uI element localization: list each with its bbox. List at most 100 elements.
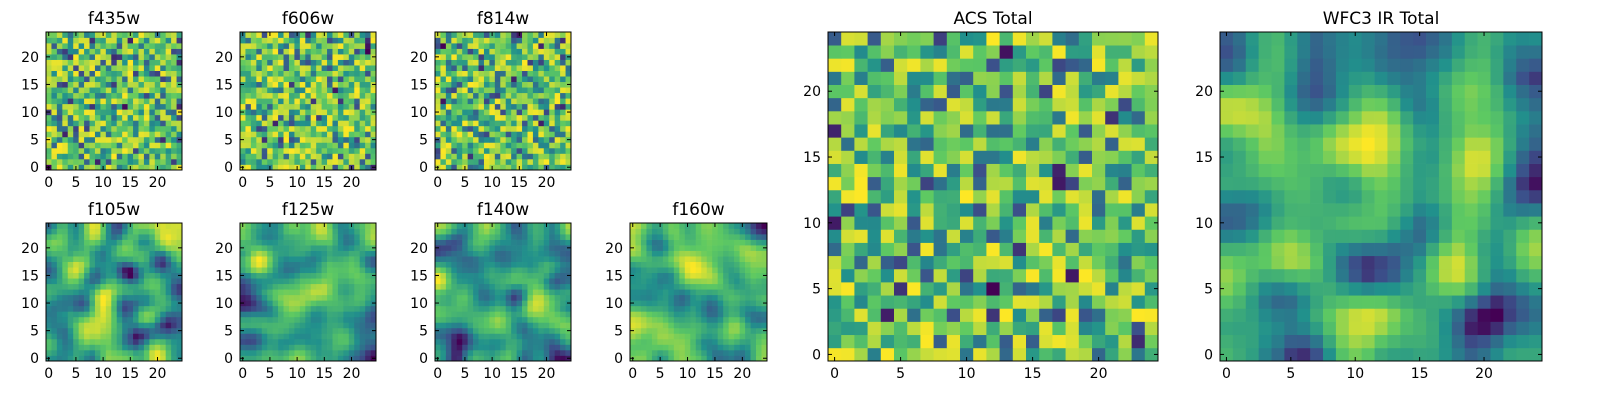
heatmap-cell bbox=[283, 54, 290, 60]
heatmap-cell bbox=[462, 147, 468, 154]
heatmap-cell bbox=[640, 344, 647, 351]
heatmap-cell bbox=[690, 272, 697, 279]
heatmap-cell bbox=[256, 158, 263, 165]
heatmap-cell bbox=[116, 223, 123, 229]
heatmap-cell bbox=[734, 261, 740, 268]
heatmap-cell bbox=[549, 250, 556, 257]
heatmap-cell bbox=[105, 153, 112, 160]
heatmap-cell bbox=[745, 261, 751, 268]
heatmap-cell bbox=[122, 65, 128, 71]
heatmap-cell bbox=[78, 92, 85, 99]
heatmap-cell bbox=[532, 81, 539, 88]
heatmap-cell bbox=[756, 355, 762, 362]
heatmap-cell bbox=[456, 283, 463, 290]
heatmap-cell bbox=[662, 261, 669, 268]
heatmap-cell bbox=[127, 37, 134, 44]
heatmap-cell bbox=[370, 114, 377, 121]
heatmap-cell bbox=[494, 54, 501, 60]
heatmap-cell bbox=[451, 316, 458, 323]
heatmap-cell bbox=[494, 48, 501, 55]
heatmap-cell bbox=[1065, 203, 1080, 217]
heatmap-cell bbox=[828, 242, 842, 257]
heatmap-cell bbox=[565, 87, 572, 94]
heatmap-cell bbox=[527, 164, 534, 171]
heatmap-cell bbox=[473, 164, 479, 171]
heatmap-cell bbox=[278, 125, 284, 132]
heatmap-cell bbox=[165, 92, 172, 99]
heatmap-cell bbox=[494, 103, 501, 110]
heatmap-cell bbox=[365, 355, 371, 362]
heatmap-cell bbox=[646, 250, 653, 257]
heatmap-cell bbox=[365, 311, 371, 318]
heatmap-cell bbox=[250, 114, 257, 121]
heatmap-cell bbox=[723, 349, 729, 356]
heatmap-cell bbox=[305, 92, 312, 99]
heatmap-cell bbox=[445, 92, 452, 99]
heatmap-cell bbox=[354, 294, 361, 301]
heatmap-cell bbox=[662, 267, 669, 274]
heatmap-cell bbox=[348, 300, 355, 307]
heatmap-cell bbox=[143, 272, 150, 279]
heatmap-cell bbox=[728, 338, 735, 345]
heatmap-cell bbox=[920, 255, 934, 270]
heatmap-cell bbox=[245, 283, 252, 290]
heatmap-cell bbox=[473, 289, 479, 296]
heatmap-cell bbox=[505, 316, 512, 323]
heatmap-cell bbox=[527, 48, 534, 55]
heatmap-cell bbox=[122, 256, 128, 262]
heatmap-cell bbox=[554, 250, 561, 257]
heatmap-cell bbox=[62, 43, 69, 49]
heatmap-cell bbox=[143, 278, 150, 285]
heatmap-cell bbox=[171, 283, 177, 290]
heatmap-cell bbox=[288, 81, 295, 88]
heatmap-cell bbox=[245, 289, 252, 296]
heatmap-cell bbox=[310, 316, 317, 323]
heatmap-cell bbox=[73, 234, 79, 240]
heatmap-cell bbox=[973, 334, 987, 349]
heatmap-cell bbox=[133, 65, 139, 71]
heatmap-cell bbox=[646, 272, 653, 279]
heatmap-cell bbox=[538, 316, 545, 323]
heatmap-cell bbox=[435, 147, 441, 154]
heatmap-cell bbox=[554, 333, 561, 340]
heatmap-cell bbox=[717, 333, 724, 340]
heatmap-cell bbox=[684, 250, 691, 257]
heatmap-cell bbox=[89, 355, 96, 362]
heatmap-cell bbox=[854, 268, 868, 283]
heatmap-cell bbox=[245, 316, 252, 323]
heatmap-cell bbox=[933, 282, 948, 296]
heatmap-cell bbox=[750, 344, 757, 351]
heatmap-cell bbox=[327, 164, 333, 171]
heatmap-cell bbox=[679, 245, 686, 251]
heatmap-cell bbox=[668, 283, 675, 290]
heatmap-cell bbox=[986, 321, 1000, 336]
heatmap-cell bbox=[305, 43, 312, 49]
heatmap-cell bbox=[332, 87, 339, 94]
heatmap-cell bbox=[516, 158, 523, 165]
heatmap-cell bbox=[359, 349, 366, 356]
heatmap-cell bbox=[435, 250, 441, 257]
heatmap-cell bbox=[1065, 295, 1080, 309]
heatmap-cell bbox=[478, 245, 485, 251]
heatmap-cell bbox=[701, 316, 708, 323]
heatmap-cell bbox=[154, 158, 161, 165]
heatmap-cell bbox=[1065, 255, 1080, 270]
heatmap-cell bbox=[695, 267, 702, 274]
heatmap-cell bbox=[1039, 282, 1053, 296]
heatmap-cell bbox=[440, 164, 447, 171]
heatmap-cell bbox=[451, 322, 458, 329]
heatmap-cell bbox=[267, 234, 273, 240]
heatmap-cell bbox=[250, 164, 257, 171]
heatmap-cell bbox=[73, 98, 79, 105]
heatmap-cell bbox=[261, 48, 268, 55]
heatmap-cell bbox=[73, 81, 79, 88]
heatmap-cell bbox=[554, 228, 561, 235]
heatmap-cell bbox=[473, 136, 479, 143]
heatmap-cell bbox=[122, 43, 128, 49]
heatmap-cell bbox=[543, 300, 550, 307]
heatmap-cell bbox=[138, 92, 145, 99]
heatmap-cell bbox=[111, 311, 118, 318]
heatmap-cell bbox=[1026, 334, 1040, 349]
